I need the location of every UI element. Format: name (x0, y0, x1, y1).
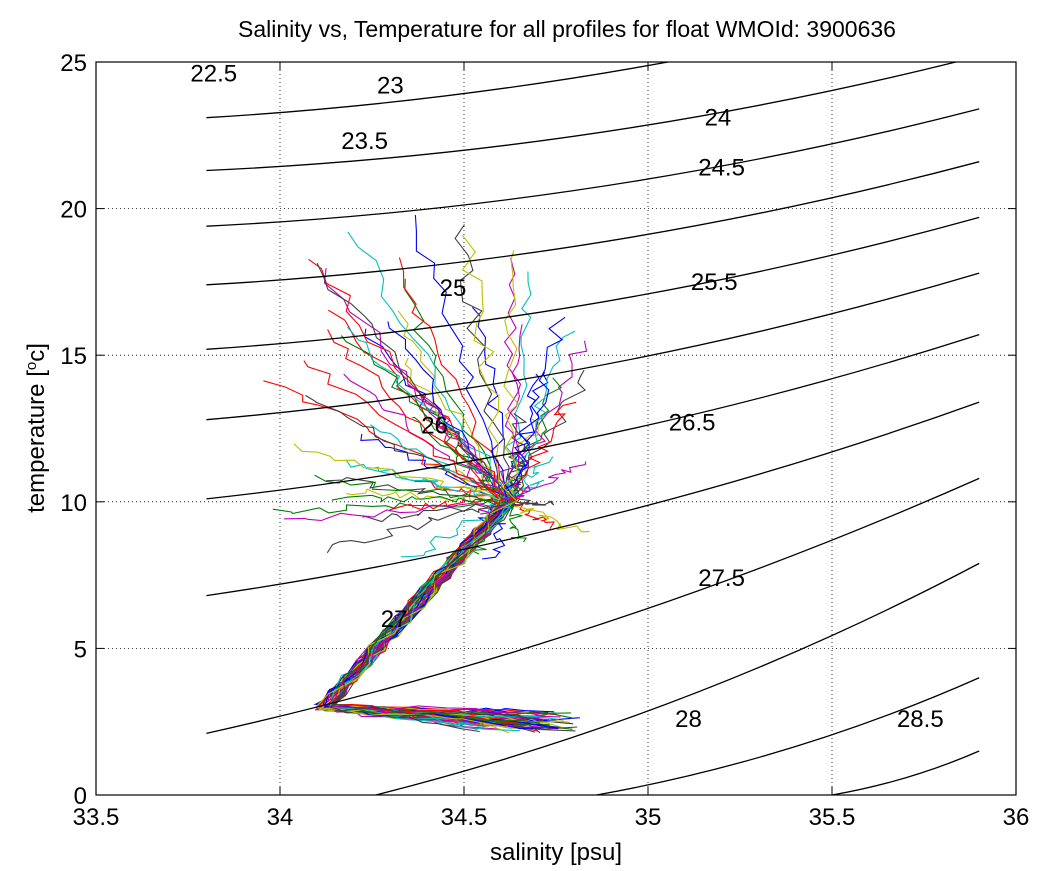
density-contours-layer (206, 62, 980, 795)
density-contour-label: 27.5 (698, 565, 745, 592)
density-contour-line (206, 401, 980, 597)
density-contour-line (206, 272, 980, 421)
y-axis-label-unit: c] (23, 343, 50, 362)
x-tick-label: 34 (267, 804, 294, 831)
profile-line (293, 443, 530, 715)
y-tick-label: 10 (60, 490, 87, 517)
density-contour-label: 23 (377, 72, 404, 99)
density-contour-label: 26 (421, 413, 448, 440)
profile-line (316, 262, 516, 733)
density-contour-line (206, 334, 980, 500)
density-contour-line (206, 108, 980, 227)
profiles-layer (263, 214, 590, 734)
density-contour-line (596, 677, 980, 795)
chart-title: Salinity vs, Temperature for all profile… (238, 16, 896, 42)
density-contour-line (206, 477, 980, 735)
density-contour-line (375, 562, 980, 795)
density-contour-line (206, 216, 980, 350)
density-contour-label: 23.5 (341, 128, 388, 155)
x-tick-label: 35 (635, 804, 662, 831)
profile-line (327, 461, 587, 718)
plot-frame (95, 61, 1017, 796)
density-contour-label: 27 (381, 606, 408, 633)
density-contour-label: 24.5 (698, 155, 745, 182)
density-contour-line (831, 750, 980, 795)
y-tick-label: 0 (74, 783, 87, 810)
y-axis-label-degree: o (23, 362, 40, 370)
x-tick-label: 34.5 (441, 804, 488, 831)
density-contour-label: 25.5 (691, 269, 738, 296)
profile-line (314, 474, 540, 724)
density-contour-label: 28 (675, 706, 702, 733)
y-tick-label: 15 (60, 343, 87, 370)
density-contour-label: 22.5 (190, 61, 237, 88)
y-axis-label-main: temperature [ (23, 370, 50, 513)
x-axis-label: salinity [psu] (490, 839, 622, 866)
density-contour-label: 28.5 (897, 706, 944, 733)
y-axis-ticks: 0 5 10 15 20 25 (60, 50, 1016, 810)
x-tick-label: 36 (1003, 804, 1030, 831)
density-contour-labels: 22.5 23 23.5 24 24.5 25 25.5 26 26.5 27 27.5 28 28.5 (190, 61, 943, 733)
density-contour-label: 26.5 (669, 410, 716, 437)
y-tick-label: 25 (60, 50, 87, 77)
profile-line (314, 249, 519, 730)
density-contour-label: 24 (705, 105, 732, 132)
y-tick-label: 20 (60, 197, 87, 224)
profile-line (326, 504, 544, 722)
density-contour-line (206, 62, 959, 172)
density-contour-label: 25 (440, 275, 467, 302)
grid-lines (96, 62, 1016, 795)
density-contour-line (206, 62, 672, 119)
x-tick-label: 35.5 (809, 804, 856, 831)
y-tick-label: 5 (74, 636, 87, 663)
density-contour-line (206, 161, 980, 286)
x-tick-label: 33.5 (73, 804, 120, 831)
x-axis-ticks: 33.5 34 34.5 35 35.5 36 (73, 62, 1030, 831)
y-axis-label: temperature [oc] (23, 343, 51, 513)
